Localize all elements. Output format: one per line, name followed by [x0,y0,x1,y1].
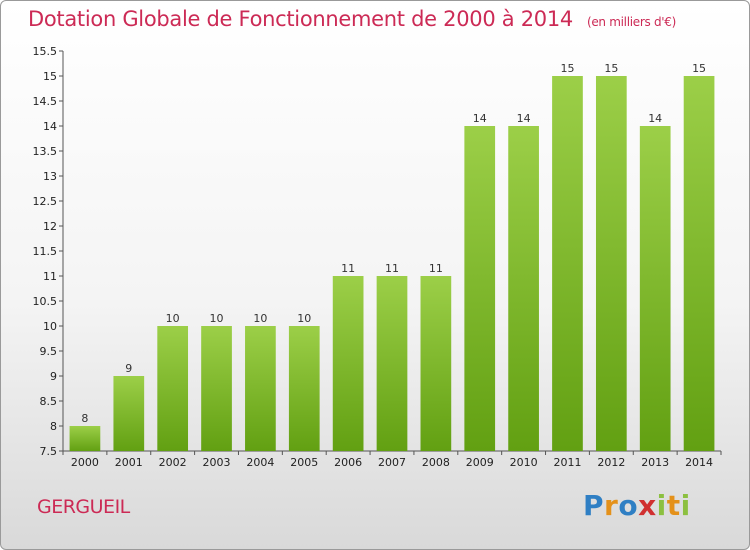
logo-letter: r [604,489,619,522]
x-tick-label: 2007 [378,456,406,469]
bar-2002[interactable] [157,326,189,451]
y-tick-label: 10 [43,320,57,333]
bar-2009[interactable] [464,126,496,451]
chart-unit-note: (en milliers d'€) [586,15,676,29]
logo-letter: i [656,489,667,522]
y-tick-label: 15 [43,70,57,83]
logo-letter: o [618,489,639,522]
value-label: 10 [210,312,224,325]
value-label: 15 [692,62,706,75]
value-label: 11 [385,262,399,275]
x-tick-label: 2006 [334,456,362,469]
y-tick-label: 8 [50,420,57,433]
logo-letter: t [666,489,681,522]
x-tick-label: 2009 [466,456,494,469]
y-tick-label: 9.5 [40,345,58,358]
y-tick-label: 9 [50,370,57,383]
bar-2011[interactable] [552,76,583,451]
bar-2006[interactable] [332,276,364,451]
x-axis: 2000 2001 2002 2003 2004 2005 2006 2007 2008 2009… [62,450,722,469]
value-label: 14 [648,112,662,125]
bar-2013[interactable] [639,126,671,451]
bar-2008[interactable] [420,276,452,451]
bar-2004[interactable] [245,326,276,451]
y-tick-label: 13 [43,170,57,183]
x-tick-label: 2002 [159,456,187,469]
x-tick-label: 2011 [553,456,581,469]
chart-title: Dotation Globale de Fonctionnement de 20… [28,7,676,31]
value-label: 10 [166,312,180,325]
x-tick-label: 2012 [597,456,625,469]
y-tick-label: 8.5 [40,395,58,408]
bar-series [69,76,715,451]
y-tick-label: 12 [43,220,57,233]
value-label: 14 [473,112,487,125]
x-tick-label: 2004 [246,456,274,469]
value-label: 10 [253,312,267,325]
x-tick-label: 2014 [685,456,713,469]
y-tick-label: 13.5 [33,145,58,158]
y-tick-label: 14 [43,120,57,133]
value-label: 10 [297,312,311,325]
value-label: 15 [604,62,618,75]
bar-2014[interactable] [683,76,715,451]
bar-2005[interactable] [288,326,320,451]
logo-letter: x [638,489,657,522]
y-tick-label: 14.5 [33,95,58,108]
x-tick-label: 2010 [510,456,538,469]
x-tick-label: 2000 [71,456,99,469]
value-label: 8 [81,412,88,425]
value-label: 15 [560,62,574,75]
bar-2007[interactable] [376,276,408,451]
value-labels: 8 9 10 10 10 10 11 11 11 14 14 15 15 14 15 [81,62,706,425]
y-tick-label: 12.5 [33,195,58,208]
value-label: 11 [341,262,355,275]
x-tick-label: 2008 [422,456,450,469]
y-tick-label: 11 [43,270,57,283]
bar-2010[interactable] [508,126,539,451]
x-tick-label: 2013 [641,456,669,469]
bar-2000[interactable] [69,426,101,451]
value-label: 11 [429,262,443,275]
chart-title-text: Dotation Globale de Fonctionnement de 20… [28,7,573,31]
y-tick-label: 11.5 [33,245,58,258]
x-tick-label: 2003 [203,456,231,469]
y-axis: 7.5 8 8.5 9 9.5 10 10.5 11 11.5 12 12.5 13 13.5 14 14.… [33,45,64,458]
bar-2012[interactable] [595,76,627,451]
logo-letter: i [680,489,691,522]
x-tick-label: 2001 [115,456,143,469]
y-tick-label: 15.5 [33,45,58,58]
proxiti-logo[interactable]: Proxiti [583,489,691,522]
commune-name: GERGUEIL [37,496,130,518]
x-tick-label: 2005 [290,456,318,469]
value-label: 14 [517,112,531,125]
logo-letter: P [583,489,605,522]
y-tick-label: 7.5 [40,445,58,458]
value-label: 9 [125,362,132,375]
bar-2003[interactable] [201,326,232,451]
bar-2001[interactable] [113,376,145,451]
y-tick-label: 10.5 [33,295,58,308]
